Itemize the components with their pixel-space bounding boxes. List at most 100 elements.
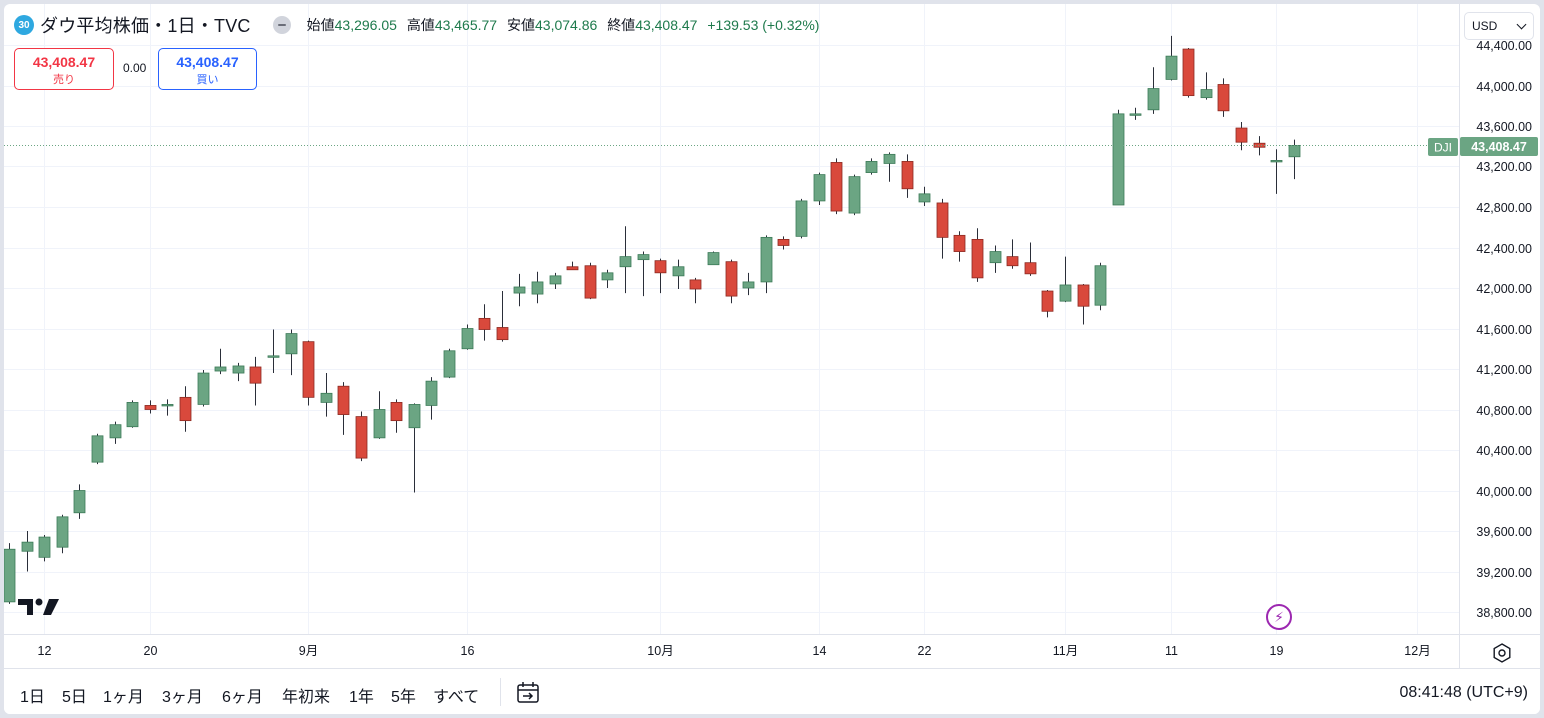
close-value: 43,408.47 <box>635 17 698 33</box>
price-tick-label: 42,400.00 <box>1476 242 1532 256</box>
candle-body <box>1217 84 1230 112</box>
candle <box>549 272 562 290</box>
toolbar-divider <box>500 678 501 706</box>
candle <box>1235 121 1248 151</box>
symbol-title[interactable]: ダウ平均株価・1日・TVC <box>40 16 251 36</box>
range-1y-button[interactable]: 1年 <box>349 683 374 707</box>
sell-label: 売り <box>53 74 75 86</box>
range-all-button[interactable]: すべて <box>433 683 479 707</box>
buy-button[interactable]: 43,408.47 買い <box>158 48 257 90</box>
time-axis[interactable]: 12 20 9月 16 10月 14 22 11月 11 19 12月 <box>38 644 1431 658</box>
range-1d-button[interactable]: 1日 <box>20 683 45 707</box>
candle-body <box>214 366 227 372</box>
range-1m-button[interactable]: 1ヶ月 <box>103 683 144 707</box>
candle <box>1112 109 1125 206</box>
price-tick-label: 42,000.00 <box>1476 282 1532 296</box>
candle-body <box>1006 256 1019 267</box>
range-5d-button[interactable]: 5日 <box>62 683 87 707</box>
candle-body <box>161 404 174 407</box>
candlestick-chart[interactable]: 38,800.00 39,200.00 39,600.00 40,000.00 40,4… <box>4 4 1540 668</box>
time-tick-label: 20 <box>144 644 158 658</box>
price-marker-value: 43,408.47 <box>1471 140 1527 154</box>
candle <box>672 259 685 290</box>
interval-badge[interactable]: 30 <box>14 15 34 35</box>
time-tick-label: 19 <box>1270 644 1284 658</box>
price-marker: DJI 43,408.47 <box>1428 137 1538 156</box>
candle <box>654 258 667 294</box>
candle-body <box>1059 284 1072 302</box>
candle-body <box>126 402 139 428</box>
candle-body <box>337 385 350 415</box>
buy-price: 43,408.47 <box>176 54 239 70</box>
candle-body <box>73 490 86 514</box>
price-marker-bg <box>1460 137 1538 156</box>
clock-timezone[interactable]: 08:41:48 (UTC+9) <box>1399 684 1528 701</box>
candle-body <box>513 286 526 294</box>
candle <box>73 484 86 519</box>
candle-body <box>672 266 685 277</box>
candle <box>601 269 614 288</box>
candle-body <box>989 251 1002 264</box>
time-tick-label: 12月 <box>1404 644 1430 658</box>
candle <box>179 386 192 432</box>
sell-button[interactable]: 43,408.47 売り <box>14 48 114 90</box>
candle <box>725 259 738 304</box>
price-tick-label: 44,400.00 <box>1476 39 1532 53</box>
candle <box>795 198 808 239</box>
lightning-icon[interactable]: ⚡ <box>1266 604 1292 630</box>
symbol-marker-bg <box>1428 138 1458 156</box>
price-tick-label: 43,600.00 <box>1476 120 1532 134</box>
candle-body <box>1129 113 1142 116</box>
candle <box>408 403 421 493</box>
candle <box>1165 35 1178 81</box>
candle <box>513 273 526 307</box>
grid-lines <box>4 4 1459 634</box>
candle-body <box>936 202 949 238</box>
low-value: 43,074.86 <box>535 17 598 33</box>
candle <box>813 172 826 205</box>
candle-body <box>1147 88 1160 111</box>
candle <box>637 251 650 297</box>
chart-window: 38,800.00 39,200.00 39,600.00 40,000.00 40,4… <box>4 4 1540 714</box>
candle <box>373 391 386 439</box>
time-tick-label: 12 <box>38 644 52 658</box>
candle <box>619 226 632 294</box>
candle <box>566 261 579 271</box>
hide-icon[interactable] <box>272 16 291 34</box>
range-5y-button[interactable]: 5年 <box>391 683 416 707</box>
candle <box>901 154 914 198</box>
candle <box>707 251 720 266</box>
candle <box>425 377 438 420</box>
candle-body <box>777 238 790 246</box>
candle-body <box>373 409 386 439</box>
candle <box>109 421 122 444</box>
settings-icon[interactable] <box>1492 643 1512 663</box>
candle-body <box>742 281 755 289</box>
candle <box>249 356 262 406</box>
candle-body <box>4 548 16 603</box>
range-3m-button[interactable]: 3ヶ月 <box>162 683 203 707</box>
candle-body <box>38 536 51 558</box>
candle <box>355 411 368 462</box>
buy-label: 買い <box>196 74 219 86</box>
candle <box>478 304 491 341</box>
candle-body <box>566 266 579 271</box>
tradingview-logo-icon[interactable] <box>18 596 60 618</box>
candle <box>777 236 790 250</box>
candle-body <box>601 272 614 281</box>
price-axis[interactable]: 38,800.00 39,200.00 39,600.00 40,000.00 40,4… <box>1476 39 1532 620</box>
low-label: 安値 <box>507 17 535 33</box>
candle <box>584 262 597 300</box>
candle-body <box>1165 55 1178 80</box>
range-6m-button[interactable]: 6ヶ月 <box>222 683 263 707</box>
candle-body <box>953 234 966 252</box>
candle-body <box>285 333 298 355</box>
currency-select[interactable]: USD <box>1464 12 1534 40</box>
date-range-icon[interactable] <box>515 680 541 706</box>
price-tick-label: 39,600.00 <box>1476 525 1532 539</box>
bottom-toolbar: 1日 5日 1ヶ月 3ヶ月 6ヶ月 年初来 1年 5年 すべて 08:41:48… <box>4 668 1540 714</box>
range-ytd-button[interactable]: 年初来 <box>282 683 330 707</box>
price-tick-label: 40,000.00 <box>1476 485 1532 499</box>
candle <box>126 400 139 428</box>
candle-body <box>830 162 843 212</box>
